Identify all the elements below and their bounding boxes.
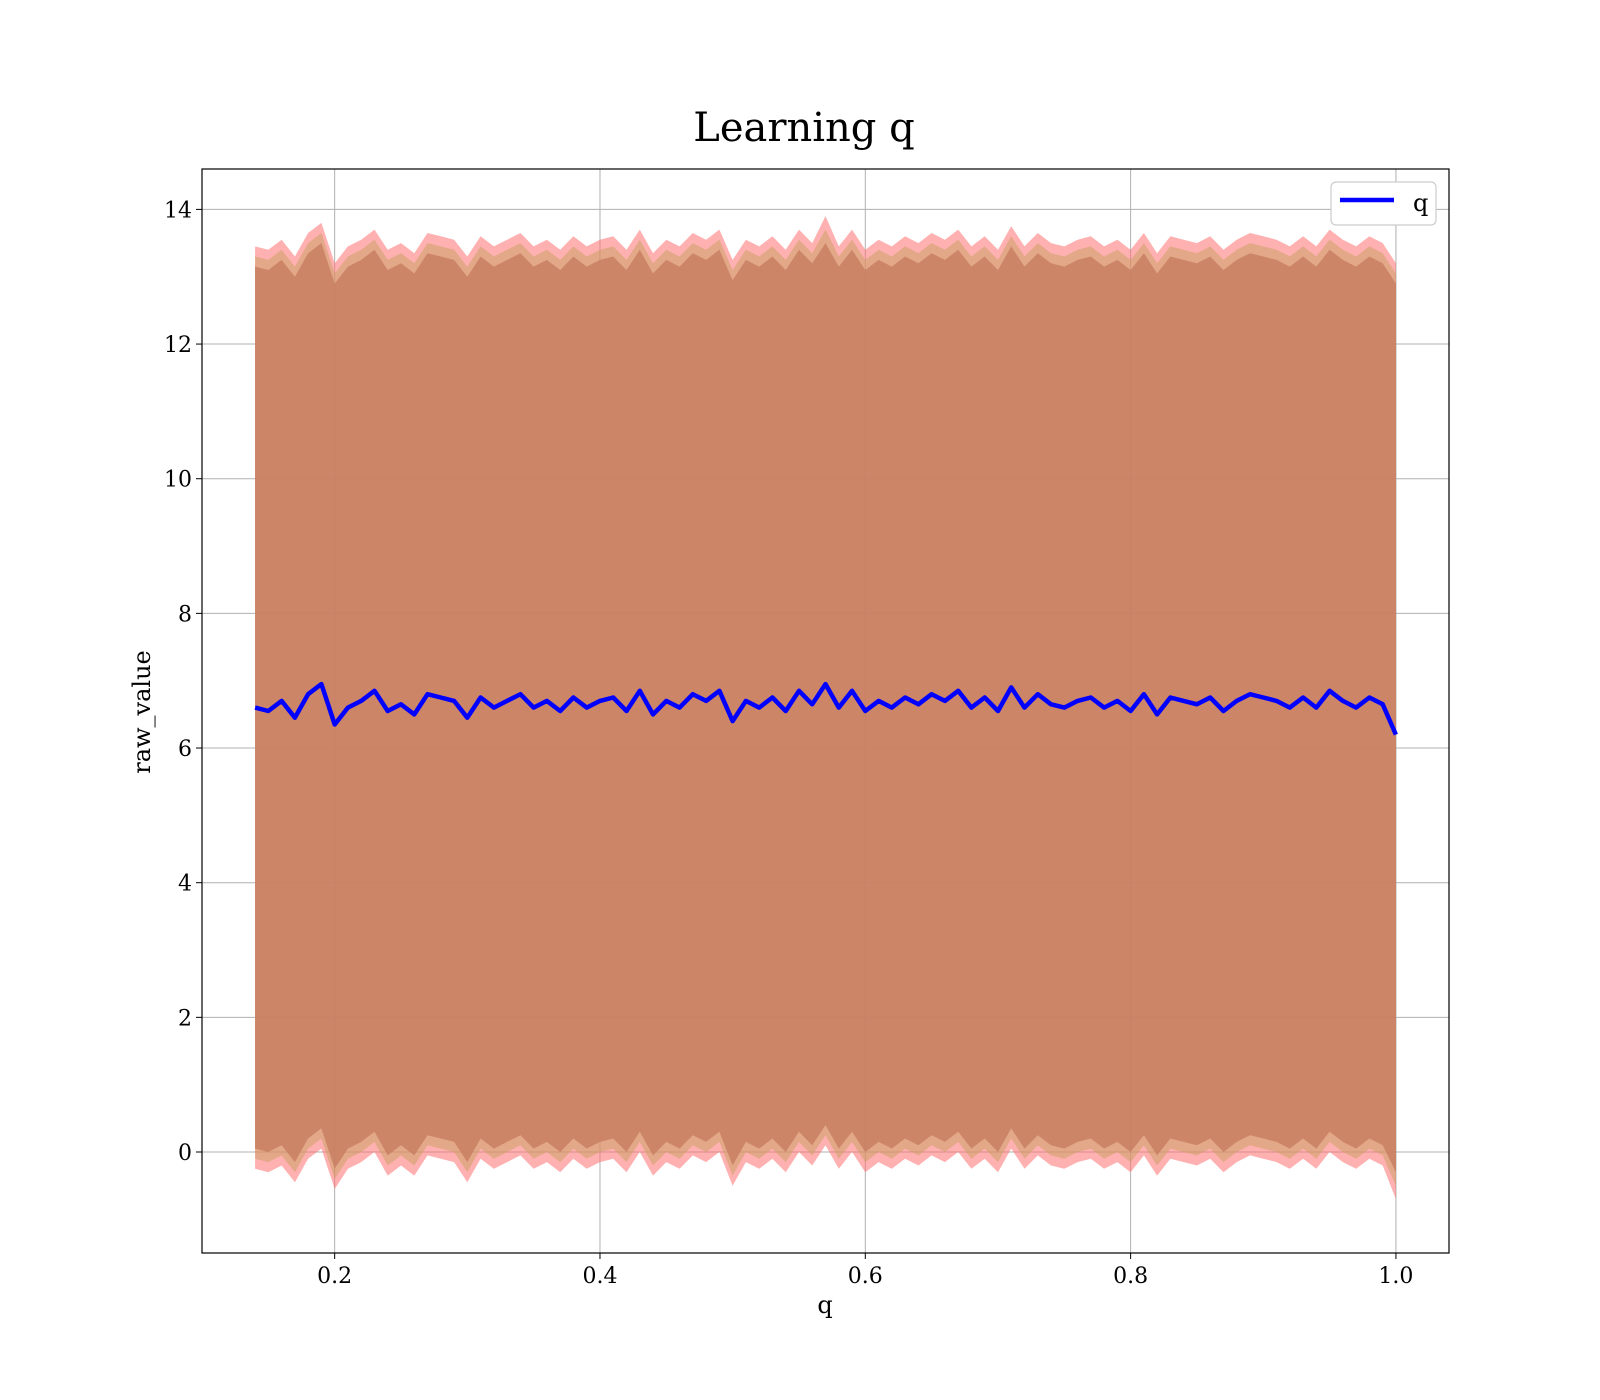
confidence-band-3 — [255, 229, 1396, 1186]
x-axis-label: q — [817, 1291, 832, 1319]
y-axis-ticks: 0 2 4 6 8 10 12 14 — [164, 198, 202, 1166]
y-tick-label: 6 — [178, 737, 192, 762]
x-tick-label: 0.4 — [582, 1264, 617, 1289]
x-tick-label: 0.6 — [848, 1264, 883, 1289]
confidence-bands — [255, 216, 1396, 1200]
x-axis-ticks: 0.2 0.4 0.6 0.8 1.0 — [317, 1253, 1413, 1289]
series-lines — [254, 681, 1398, 736]
y-tick-label: 2 — [178, 1006, 192, 1031]
x-tick-label: 1.0 — [1378, 1264, 1413, 1289]
x-tick-label: 0.8 — [1113, 1264, 1148, 1289]
plot-area-frame — [201, 168, 1450, 1254]
y-tick-label: 0 — [178, 1141, 192, 1166]
legend-box — [1330, 181, 1437, 226]
y-tick-label: 12 — [164, 333, 192, 358]
y-tick-label: 4 — [178, 872, 192, 897]
legend-label-q: q — [1413, 189, 1428, 217]
y-tick-label: 8 — [178, 602, 192, 627]
x-tick-label: 0.2 — [317, 1264, 352, 1289]
chart-title: Learning q — [693, 105, 914, 151]
legend: q — [1330, 181, 1437, 226]
series-line-q — [254, 681, 1398, 736]
y-tick-label: 10 — [164, 468, 192, 493]
y-tick-label: 14 — [164, 198, 192, 223]
y-axis-label: raw_value — [128, 650, 156, 774]
